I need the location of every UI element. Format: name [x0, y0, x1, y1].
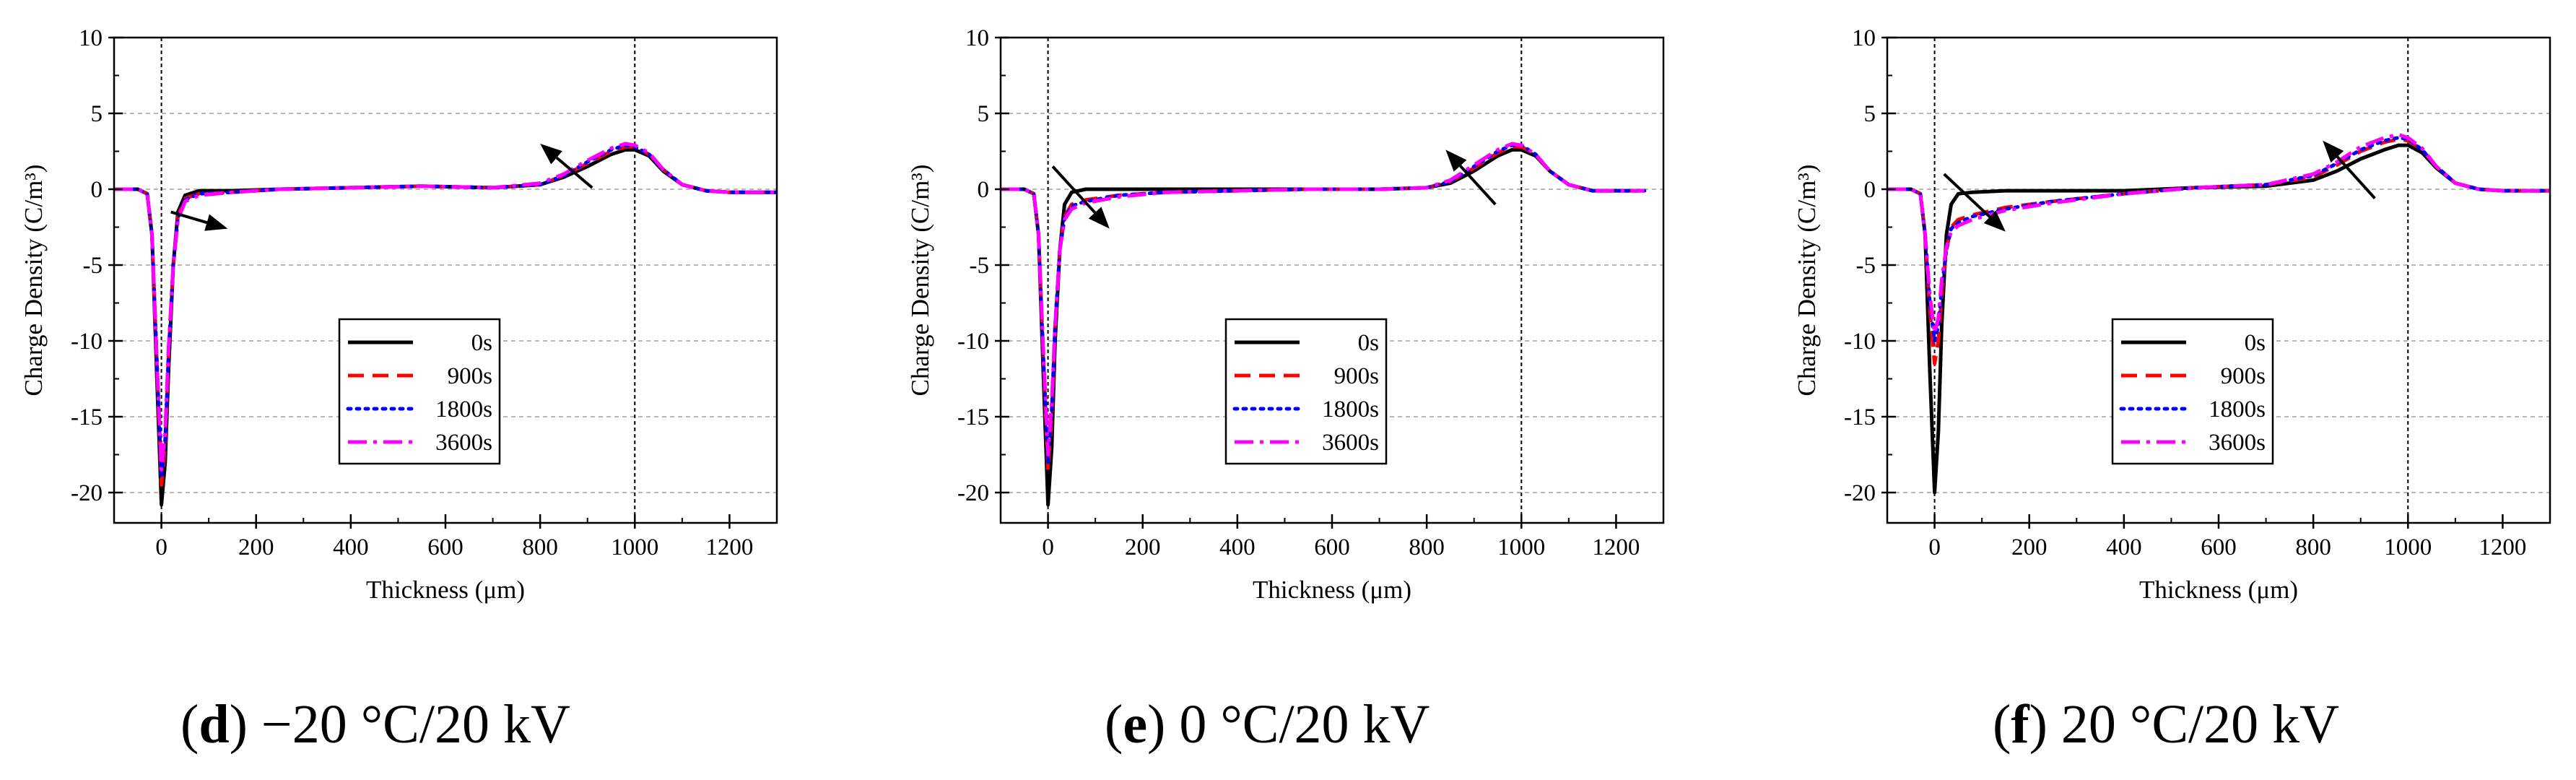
x-tick-label: 1000: [2384, 534, 2432, 560]
x-tick-label: 1000: [1497, 534, 1545, 560]
arrow-shaft: [170, 210, 208, 225]
arrow-shaft: [2336, 155, 2376, 199]
x-tick-label: 600: [2201, 534, 2237, 560]
y-tick-label: -15: [957, 404, 989, 430]
y-tick-label: 5: [1864, 101, 1876, 127]
arrow-shaft: [1459, 165, 1497, 206]
y-tick-label: 10: [1852, 25, 1876, 51]
chart-panel-f: -20 -15 -10 -5 0 5 10 0 200 400 600 800 1000 1200 Thic…: [1793, 25, 2551, 604]
x-tick-label: 0: [155, 534, 167, 560]
arrow-shaft: [1943, 173, 1991, 218]
x-tick-label: 800: [522, 534, 558, 560]
legend-label: 0s: [2245, 330, 2266, 356]
legend-label: 1800s: [1322, 396, 1379, 422]
y-tick-label: -5: [1856, 253, 1876, 279]
y-tick-label: -10: [957, 329, 989, 355]
arrow-shaft: [1051, 165, 1097, 214]
x-tick-label: 400: [1219, 534, 1256, 560]
x-tick-label: 800: [1409, 534, 1445, 560]
x-tick-label: 1200: [2479, 534, 2526, 560]
y-tick-label: -15: [1844, 404, 1876, 430]
y-tick-label: 5: [978, 101, 990, 127]
x-tick-label: 400: [2106, 534, 2142, 560]
x-tick-label: 400: [333, 534, 369, 560]
y-axis-label: Charge Density (C/m³): [906, 165, 934, 396]
legend-label: 3600s: [435, 430, 492, 456]
y-tick-label: -10: [1844, 329, 1876, 355]
arrow-head: [540, 144, 562, 165]
y-tick-label: -20: [1844, 480, 1876, 506]
legend-label: 1800s: [435, 396, 492, 422]
y-tick-label: 0: [1864, 177, 1876, 203]
caption-letter: f: [2011, 694, 2029, 755]
caption-letter: e: [1123, 694, 1148, 755]
series-group: [114, 142, 777, 507]
series-line-3600s: [1887, 132, 2550, 335]
legend-label: 3600s: [2209, 430, 2266, 456]
series-line-3600s: [114, 142, 777, 472]
x-axis-label: Thickness (μm): [366, 576, 525, 604]
series-line-1800s: [1887, 136, 2550, 343]
x-tick-label: 1000: [611, 534, 658, 560]
y-tick-label: 0: [91, 177, 103, 203]
caption-f: (f) 20 °C/20 kV: [1993, 694, 2340, 755]
y-tick-label: -10: [71, 329, 103, 355]
x-tick-label: 200: [238, 534, 274, 560]
y-tick-label: -15: [71, 404, 103, 430]
caption-letter: d: [199, 694, 230, 755]
legend-label: 900s: [1334, 363, 1379, 389]
series-line-3600s: [1001, 142, 1645, 456]
y-tick-label: -5: [970, 253, 990, 279]
x-tick-label: 1200: [1592, 534, 1640, 560]
caption-d: (d) −20 °C/20 kV: [180, 694, 570, 755]
arrow-head: [2323, 140, 2344, 163]
x-tick-label: 200: [1125, 534, 1161, 560]
x-tick-label: 600: [427, 534, 464, 560]
legend-label: 900s: [448, 363, 492, 389]
y-tick-label: 10: [965, 25, 989, 51]
y-tick-label: 0: [978, 177, 990, 203]
chart-panel-e: -20 -15 -10 -5 0 5 10 0 200 400 600 800 1000 1200 Thic…: [906, 25, 1665, 604]
legend-label: 900s: [2221, 363, 2266, 389]
arrow-head: [1445, 150, 1467, 172]
x-tick-label: 0: [1042, 534, 1054, 560]
x-tick-label: 0: [1928, 534, 1941, 560]
y-tick-label: -20: [957, 480, 989, 506]
legend-box: [1224, 318, 1388, 465]
caption-text: ) 20 °C/20 kV: [2029, 694, 2340, 755]
arrow-head: [1983, 210, 2006, 232]
arrow-head: [204, 214, 228, 231]
caption-text: ) 0 °C/20 kV: [1147, 694, 1430, 755]
y-tick-label: -20: [71, 480, 103, 506]
series-group: [1001, 142, 1647, 507]
y-axis-label: Charge Density (C/m³): [19, 165, 48, 396]
x-tick-label: 200: [2011, 534, 2048, 560]
legend-label: 3600s: [1322, 430, 1379, 456]
x-axis-label: Thickness (μm): [1253, 576, 1411, 604]
legend-label: 0s: [471, 330, 492, 356]
caption-text: ) −20 °C/20 kV: [229, 694, 570, 755]
y-axis-label: Charge Density (C/m³): [1793, 165, 1821, 396]
x-tick-label: 1200: [705, 534, 753, 560]
chart-panel-d: -20 -15 -10 -5 0 5 10 0 200 400 600 800 1000 1200 Thic…: [19, 25, 778, 604]
legend-label: 1800s: [2209, 396, 2266, 422]
arrow-shaft: [555, 156, 593, 189]
x-tick-label: 800: [2295, 534, 2331, 560]
arrow-head: [1088, 207, 1110, 229]
x-tick-label: 600: [1314, 534, 1350, 560]
x-axis-label: Thickness (μm): [2139, 576, 2298, 604]
caption-e: (e) 0 °C/20 kV: [1105, 694, 1430, 755]
legend-label: 0s: [1358, 330, 1379, 356]
y-tick-label: 10: [79, 25, 103, 51]
y-tick-label: -5: [83, 253, 103, 279]
y-tick-label: 5: [91, 101, 103, 127]
series-group: [1887, 132, 2550, 495]
